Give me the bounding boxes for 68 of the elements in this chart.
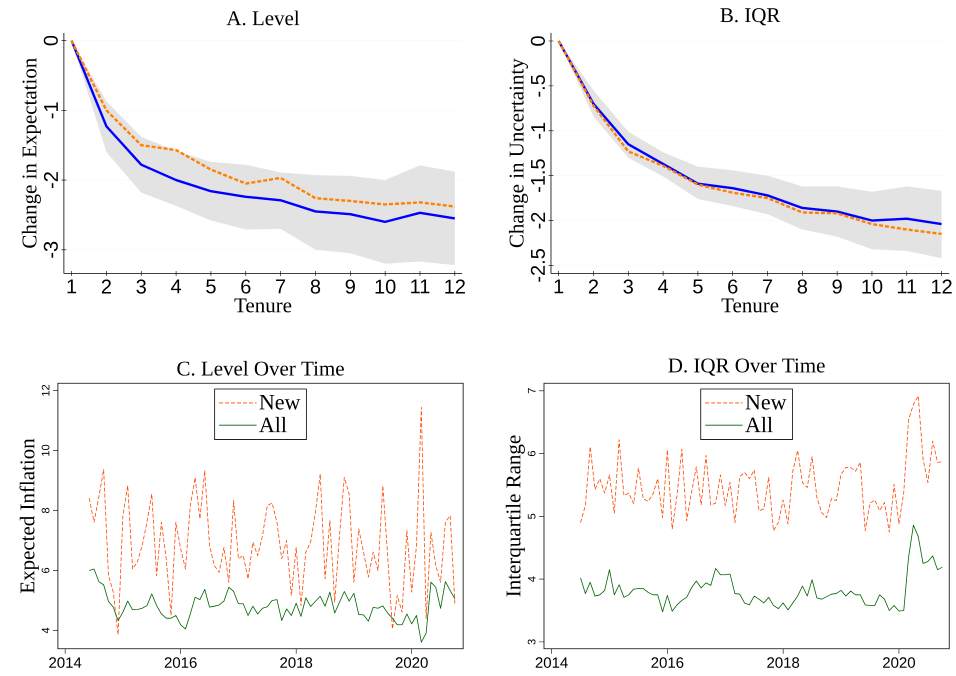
y-tick-label: -1	[531, 122, 545, 139]
y-axis-title: Interquartile Range	[506, 436, 525, 597]
x-tick-label: 12	[932, 280, 952, 294]
chart-title: C. Level Over Time	[177, 361, 344, 376]
y-tick-label: -.5	[531, 75, 545, 97]
x-tick-label: 2020	[883, 657, 915, 668]
x-tick-label: 10	[376, 280, 396, 294]
x-tick-label: 3	[623, 280, 633, 294]
x-tick-label: 2018	[280, 657, 312, 668]
y-tick-label: 3	[528, 639, 536, 645]
y-tick-label: 6	[528, 451, 536, 456]
y-tick-label: 8	[42, 508, 50, 514]
y-tick-label: 4	[528, 576, 536, 582]
y-tick-label: 10	[42, 444, 50, 456]
y-tick-label: 4	[42, 628, 50, 634]
x-tick-label: 2	[588, 280, 598, 294]
legend-label: New	[260, 395, 300, 410]
y-tick-label: -3	[44, 242, 58, 258]
x-tick-label: 2014	[49, 657, 82, 668]
x-axis-title: Tenure	[234, 298, 292, 313]
y-tick-label: 6	[42, 568, 50, 574]
x-tick-label: 1	[554, 280, 564, 294]
x-tick-label: 2016	[651, 657, 684, 668]
x-tick-label: 2018	[767, 657, 800, 668]
x-tick-label: 9	[832, 280, 842, 294]
y-tick-label: 0	[530, 36, 545, 46]
x-tick-label: 4	[658, 280, 668, 294]
y-tick-label: 0	[44, 36, 58, 46]
x-tick-label: 1	[68, 280, 76, 294]
x-tick-label: 8	[798, 280, 808, 294]
x-tick-label: 6	[728, 280, 738, 294]
y-axis-title: Change in Expectation	[22, 58, 41, 248]
x-tick-label: 4	[170, 280, 182, 294]
y-tick-label: -1	[44, 102, 58, 118]
x-tick-label: 2014	[536, 657, 568, 668]
y-tick-label: 12	[42, 385, 50, 396]
y-tick-label: 7	[528, 388, 536, 394]
chart-title: B. IQR	[720, 8, 780, 26]
x-tick-label: 6	[241, 280, 250, 294]
x-tick-label: 3	[136, 280, 146, 294]
x-tick-label: 2020	[396, 657, 428, 668]
y-tick-label: -1.5	[531, 159, 545, 192]
x-tick-label: 11	[898, 280, 916, 294]
line-series	[580, 396, 943, 533]
x-tick-label: 7	[276, 280, 286, 294]
y-tick-label: -2	[531, 212, 545, 229]
x-tick-label: 7	[762, 280, 772, 294]
legend-label: All	[259, 416, 287, 432]
y-tick-label: -2.5	[530, 249, 545, 282]
x-tick-label: 11	[411, 280, 430, 294]
x-tick-label: 8	[310, 280, 320, 294]
x-axis-title: Tenure	[722, 298, 778, 313]
y-tick-label: -2	[44, 172, 58, 188]
x-tick-label: 10	[862, 280, 882, 294]
x-tick-label: 2	[102, 280, 111, 294]
y-axis-title: Expected Inflation	[20, 438, 39, 594]
legend-label: All	[745, 416, 773, 432]
x-tick-label: 5	[206, 280, 216, 294]
x-tick-label: 9	[346, 280, 355, 294]
x-tick-label: 12	[445, 280, 465, 294]
legend-label: New	[746, 395, 786, 410]
chart-title: D. IQR Over Time	[668, 358, 825, 376]
line-series	[580, 524, 943, 612]
chart-title: A. Level	[226, 10, 300, 26]
x-tick-label: 5	[693, 280, 703, 294]
y-axis-title: Change in Uncertainty	[508, 58, 528, 248]
x-tick-label: 2016	[164, 657, 197, 668]
y-tick-label: 5	[528, 514, 536, 520]
